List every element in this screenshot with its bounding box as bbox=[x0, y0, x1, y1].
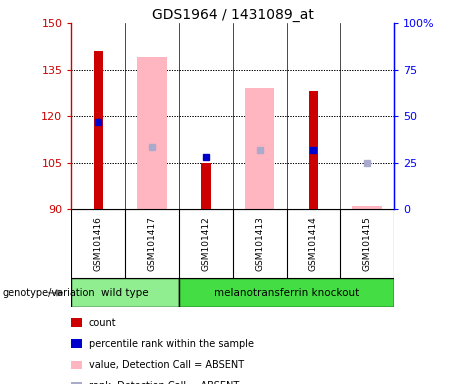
Text: GSM101414: GSM101414 bbox=[309, 217, 318, 271]
Text: genotype/variation: genotype/variation bbox=[2, 288, 95, 298]
Text: melanotransferrin knockout: melanotransferrin knockout bbox=[214, 288, 359, 298]
Bar bbox=[137, 57, 167, 209]
Bar bbox=[353, 206, 382, 209]
Text: rank, Detection Call = ABSENT: rank, Detection Call = ABSENT bbox=[89, 381, 239, 384]
Text: GSM101416: GSM101416 bbox=[94, 217, 103, 271]
Text: GSM101412: GSM101412 bbox=[201, 217, 210, 271]
Bar bbox=[201, 163, 211, 209]
Text: wild type: wild type bbox=[101, 288, 149, 298]
Title: GDS1964 / 1431089_at: GDS1964 / 1431089_at bbox=[152, 8, 314, 22]
Bar bbox=[94, 51, 103, 209]
Bar bbox=[179, 278, 394, 307]
Bar bbox=[309, 91, 318, 209]
Text: GSM101415: GSM101415 bbox=[363, 217, 372, 271]
Bar bbox=[245, 88, 274, 209]
Bar bbox=[71, 278, 179, 307]
Text: count: count bbox=[89, 318, 116, 328]
Text: GSM101413: GSM101413 bbox=[255, 217, 264, 271]
Text: percentile rank within the sample: percentile rank within the sample bbox=[89, 339, 254, 349]
Text: value, Detection Call = ABSENT: value, Detection Call = ABSENT bbox=[89, 360, 243, 370]
Text: GSM101417: GSM101417 bbox=[148, 217, 157, 271]
